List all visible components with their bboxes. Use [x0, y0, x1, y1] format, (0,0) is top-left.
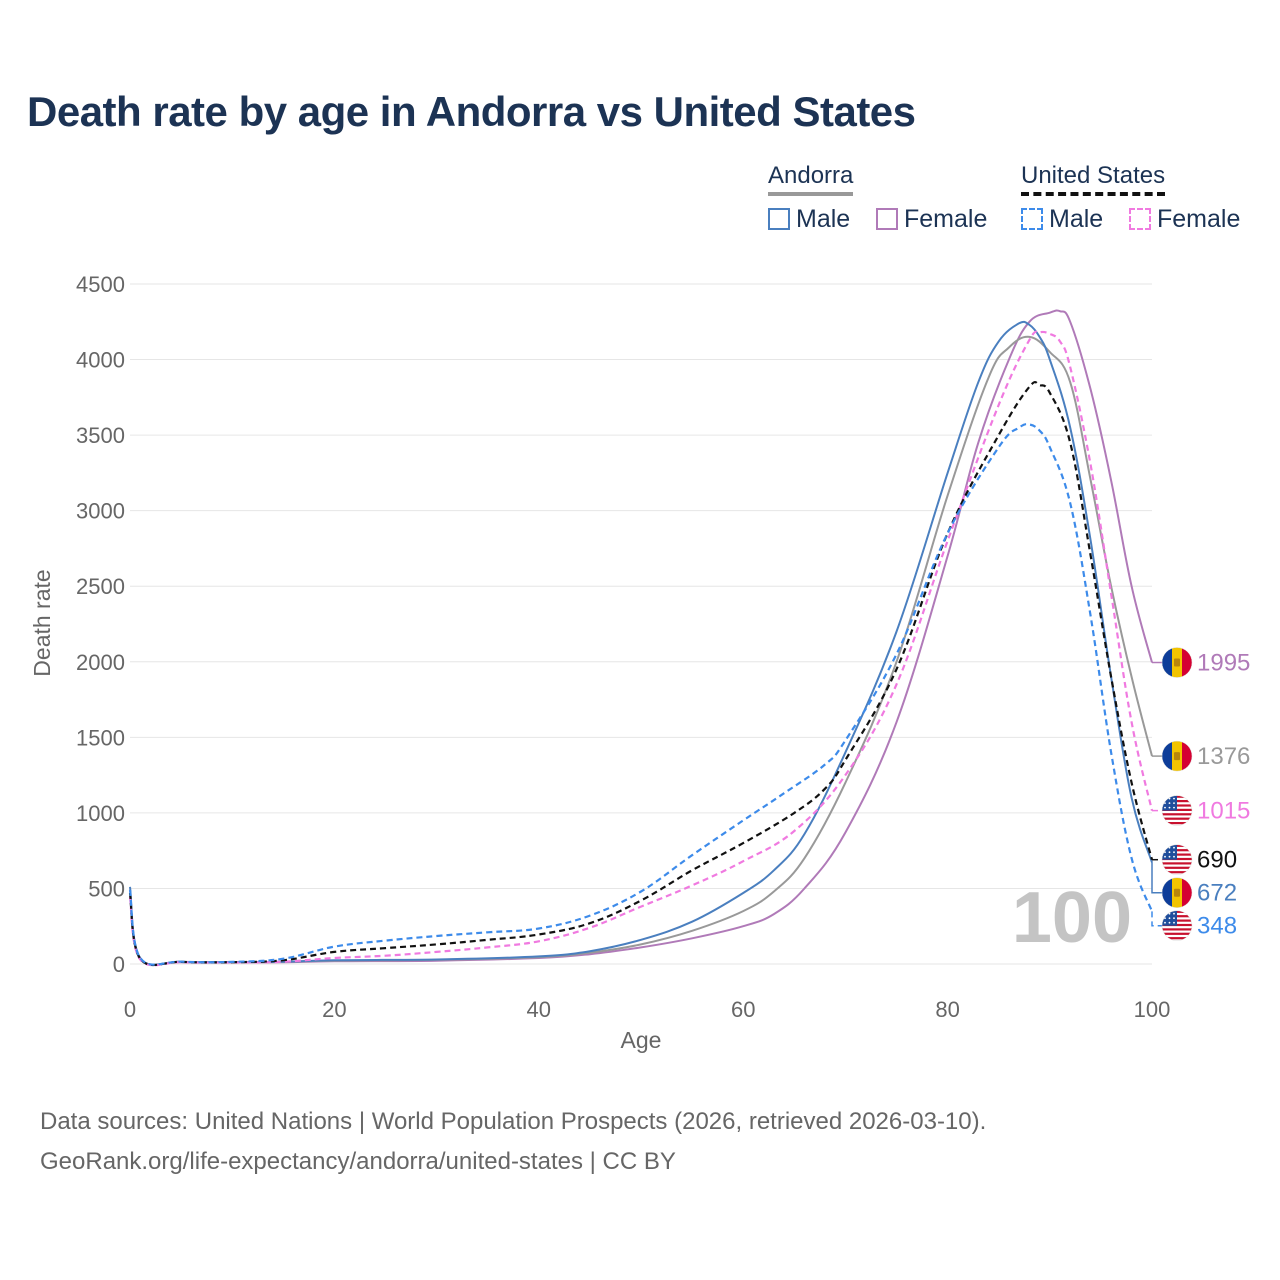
- andorra-flag-icon: [1161, 647, 1193, 678]
- legend-us-female[interactable]: Female: [1129, 204, 1240, 234]
- legend-andorra-line: [768, 192, 854, 196]
- x-tick-label: 0: [124, 997, 136, 1022]
- andorra-flag-icon: [1161, 877, 1193, 908]
- legend-us-line: [1021, 192, 1166, 196]
- legend-andorra-female-swatch: [876, 208, 898, 230]
- end-label-united-states-female: 1015: [1197, 798, 1250, 825]
- y-tick-label: 500: [88, 876, 125, 901]
- source-line-1: Data sources: United Nations | World Pop…: [40, 1108, 987, 1135]
- series-line-united-states-female: [128, 330, 1154, 967]
- series-line-united-states-male: [128, 423, 1154, 966]
- legend-us-female-swatch: [1129, 208, 1151, 230]
- end-label-andorra-female: 1995: [1197, 650, 1250, 677]
- legend-us-male-swatch: [1021, 208, 1043, 230]
- legend-andorra-male-swatch: [768, 208, 790, 230]
- andorra-flag-icon: [1161, 740, 1193, 772]
- legend-us-female-label: Female: [1157, 204, 1241, 233]
- legend-us-title: United States: [1021, 162, 1166, 196]
- series-lines: [128, 309, 1154, 967]
- end-connector-united-states-male: [1151, 911, 1162, 927]
- legend-andorra-female-label: Female: [904, 204, 988, 233]
- y-tick-label: 4000: [76, 348, 125, 373]
- series-line-andorra-both: [129, 335, 1153, 966]
- x-axis-label: Age: [621, 1027, 662, 1053]
- us-flag-icon: [1161, 844, 1193, 875]
- year-watermark: 100: [1012, 878, 1132, 958]
- legend-andorra-male-label: Male: [796, 204, 851, 233]
- end-label-united-states-male: 348: [1197, 913, 1237, 940]
- y-tick-label: 1000: [76, 801, 125, 826]
- x-tick-label: 60: [731, 997, 755, 1022]
- end-label-andorra-male: 672: [1197, 880, 1237, 907]
- source-line-2[interactable]: GeoRank.org/life-expectancy/andorra/unit…: [40, 1148, 676, 1175]
- series-line-andorra-male: [129, 320, 1153, 966]
- y-tick-label: 0: [113, 952, 125, 977]
- series-line-united-states-both: [128, 380, 1154, 967]
- y-tick-label: 2000: [76, 650, 125, 675]
- end-label-andorra-both: 1376: [1197, 743, 1250, 770]
- series-line-andorra-female: [129, 309, 1153, 966]
- y-tick-label: 4500: [76, 272, 125, 297]
- us-flag-icon: [1161, 910, 1193, 941]
- y-axis-label: Death rate: [29, 569, 55, 676]
- y-tick-label: 1500: [76, 725, 125, 750]
- end-label-united-states-both: 690: [1197, 847, 1237, 874]
- x-tick-label: 100: [1134, 997, 1171, 1022]
- legend-us-male[interactable]: Male: [1021, 204, 1103, 234]
- axes: 0 500 1000 1500 2000 2500 3000 3500 4000 4500 0 20 4…: [76, 272, 1170, 1022]
- legend-andorra-title: Andorra: [768, 162, 854, 196]
- us-flag-icon: [1161, 795, 1193, 826]
- chart-title: Death rate by age in Andorra vs United S…: [27, 88, 916, 135]
- y-tick-label: 3500: [76, 423, 125, 448]
- end-labels: 1995 1376 1015 690 672 348: [1151, 647, 1250, 941]
- y-tick-label: 2500: [76, 574, 125, 599]
- y-tick-label: 3000: [76, 499, 125, 524]
- legend-us-male-label: Male: [1049, 204, 1104, 233]
- x-tick-label: 80: [935, 997, 959, 1022]
- x-tick-label: 40: [527, 997, 551, 1022]
- legend-andorra-male[interactable]: Male: [768, 204, 850, 234]
- x-tick-label: 20: [322, 997, 346, 1022]
- end-connector-andorra-male: [1151, 862, 1162, 894]
- legend-andorra-female[interactable]: Female: [876, 204, 987, 234]
